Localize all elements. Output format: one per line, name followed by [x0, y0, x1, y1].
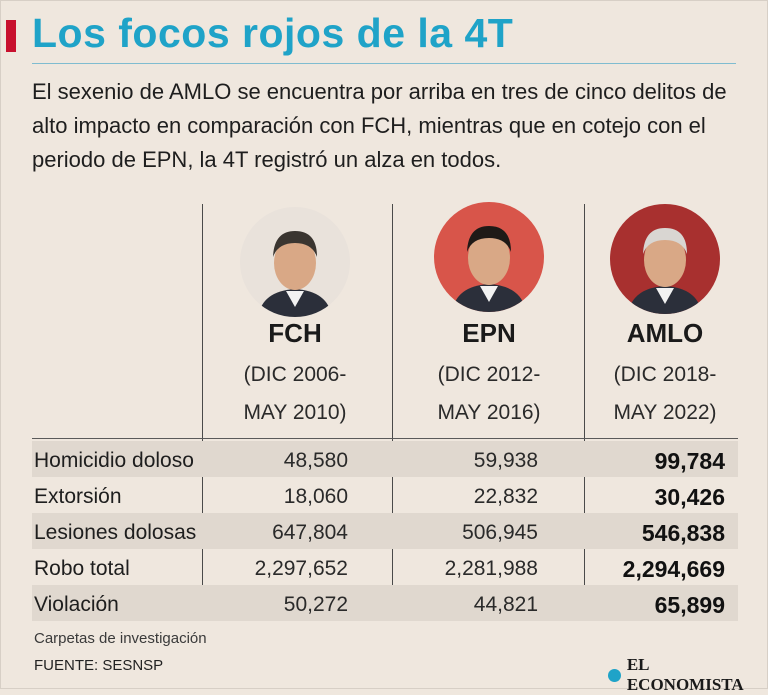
- column-name: AMLO: [626, 318, 704, 348]
- value-fch: 647,804: [272, 521, 348, 544]
- brand-name: EL ECONOMISTA: [626, 655, 744, 694]
- value-fch: 48,580: [283, 449, 348, 472]
- brand-icon: [608, 668, 621, 682]
- value-epn: 59,938: [473, 449, 538, 472]
- portrait-shirt: [656, 288, 674, 304]
- portrait-amlo: [610, 204, 720, 314]
- column-period-start: (DIC 2006-: [243, 363, 347, 386]
- brand-logo: EL ECONOMISTA: [608, 655, 768, 695]
- value-epn: 44,821: [473, 593, 538, 616]
- column-name: FCH: [268, 318, 322, 348]
- portrait-face: [274, 236, 316, 290]
- value-fch: 2,297,652: [254, 557, 348, 580]
- column-header-amlo: AMLO (DIC 2018- MAY 2022): [580, 314, 750, 432]
- portrait-figure: [610, 204, 720, 314]
- title-accent-bar: [6, 20, 16, 52]
- table-top-rule: [32, 438, 738, 439]
- column-period-end: MAY 2016): [437, 401, 541, 424]
- column-header-epn: EPN (DIC 2012- MAY 2016): [404, 314, 574, 432]
- table-row: Lesiones dolosas 647,804 506,945 546,838: [0, 513, 738, 549]
- value-epn: 2,281,988: [444, 557, 538, 580]
- portrait-epn: [434, 202, 544, 312]
- source-line: FUENTE: SESNSP: [34, 657, 164, 674]
- portrait-shirt: [286, 291, 304, 307]
- table-row: Extorsión 18,060 22,832 30,426: [0, 477, 738, 513]
- column-period-end: MAY 2010): [243, 401, 347, 424]
- portrait-hair: [467, 226, 511, 252]
- row-label: Lesiones dolosas: [34, 521, 197, 544]
- portrait-figure: [434, 202, 544, 312]
- column-header-fch: FCH (DIC 2006- MAY 2010): [210, 314, 380, 432]
- value-fch: 50,272: [283, 593, 348, 616]
- value-epn: 506,945: [462, 521, 538, 544]
- row-label: Violación: [34, 593, 119, 616]
- portrait-hair: [643, 228, 687, 254]
- portrait-face: [644, 233, 686, 287]
- intro-text: El sexenio de AMLO se encuentra por arri…: [32, 79, 727, 172]
- footnote: Carpetas de investigación: [34, 630, 207, 647]
- value-amlo: 65,899: [654, 592, 725, 618]
- portrait-face: [468, 231, 510, 285]
- column-name: EPN: [462, 318, 516, 348]
- column-period-end: MAY 2022): [613, 401, 717, 424]
- table-row: Robo total 2,297,652 2,281,988 2,294,669: [0, 549, 738, 585]
- value-amlo: 99,784: [654, 448, 725, 474]
- title-divider: [32, 63, 736, 64]
- portrait-shirt: [480, 286, 498, 302]
- portrait-hair: [273, 231, 317, 257]
- column-period-start: (DIC 2012-: [437, 363, 541, 386]
- row-label: Homicidio doloso: [34, 449, 194, 472]
- value-fch: 18,060: [283, 485, 348, 508]
- column-divider: [202, 204, 203, 617]
- column-divider: [392, 204, 393, 617]
- column-divider: [584, 204, 585, 617]
- value-epn: 22,832: [473, 485, 538, 508]
- column-period-start: (DIC 2018-: [613, 363, 717, 386]
- value-amlo: 546,838: [641, 520, 725, 546]
- table-row: Violación 50,272 44,821 65,899: [0, 585, 738, 621]
- portrait-fch: [240, 207, 350, 317]
- row-label: Extorsión: [34, 485, 122, 508]
- page-title: Los focos rojos de la 4T: [32, 10, 514, 56]
- value-amlo: 30,426: [654, 484, 725, 510]
- row-label: Robo total: [34, 557, 130, 580]
- value-amlo: 2,294,669: [622, 556, 725, 582]
- portrait-figure: [240, 207, 350, 317]
- table-row: Homicidio doloso 48,580 59,938 99,784: [0, 441, 738, 477]
